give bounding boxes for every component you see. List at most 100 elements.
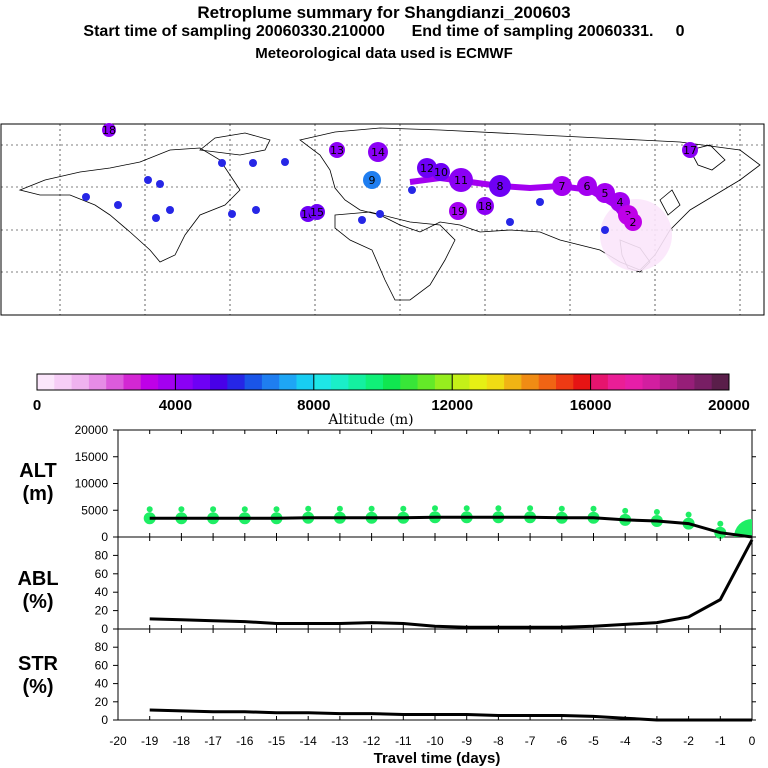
y-tick-label: 60 (95, 658, 109, 672)
plume-particle (249, 159, 257, 167)
plume-centroid-label: 7 (559, 180, 566, 193)
plume-particle (408, 186, 416, 194)
alt-label: ALT (19, 460, 56, 482)
colorbar-cell (244, 374, 263, 390)
x-tick-label: -16 (236, 734, 254, 748)
x-tick-label: -3 (652, 734, 663, 748)
y-tick-label: 0 (101, 713, 108, 727)
plume-particle (156, 180, 164, 188)
plume-centroid-label: 14 (371, 146, 385, 159)
colorbar-cell (348, 374, 367, 390)
plume-centroid (552, 176, 572, 196)
plume-particle (144, 176, 152, 184)
panel-frames (117, 429, 753, 721)
plume-altitude-spread (400, 505, 407, 512)
x-tick-label: -1 (715, 734, 726, 748)
sampling-period: Start time of sampling 20060330.210000 E… (83, 23, 685, 40)
colorbar-cell (469, 374, 488, 390)
plume-centroid (329, 142, 345, 158)
plume-particle (506, 218, 514, 226)
panel-0: 20000 15000 10000 5000 0 (75, 423, 756, 544)
colorbar-cell (331, 374, 349, 390)
series-line (149, 515, 753, 539)
abl-panel-frame (117, 536, 753, 630)
colorbar-cell (106, 374, 124, 390)
x-tick-label: -8 (493, 734, 504, 748)
colorbar-cell (279, 374, 297, 390)
colorbar-cell (573, 374, 592, 390)
plume-centroid-label: 18 (478, 200, 492, 213)
colorbar-cell (88, 374, 107, 390)
x-tick-label: -17 (204, 734, 222, 748)
plume-altitude-spread (273, 506, 280, 513)
plume-centroid (476, 197, 494, 215)
str-unit: (%) (22, 676, 53, 698)
colorbar-cell (677, 374, 695, 390)
colorbar-cell (694, 374, 713, 390)
colorbar-tick-label: 16000 (570, 397, 612, 414)
colorbar-cell (313, 374, 332, 390)
colorbar-tick-label: 20000 (708, 397, 750, 414)
x-tick-label: -18 (173, 734, 191, 748)
colorbar-cell (625, 374, 643, 390)
x-tick-label: -11 (395, 734, 412, 748)
x-tick-label: -10 (426, 734, 444, 748)
y-tick-label: 20 (95, 695, 109, 709)
colorbar-cell (261, 374, 280, 390)
plume-centroid (417, 158, 437, 178)
retroplume-centroids: 181714131211109876543216151918 (82, 123, 698, 234)
y-tick-label: 10000 (75, 477, 109, 491)
colorbar-cell (140, 374, 159, 390)
plume-particle (601, 226, 609, 234)
x-tick-label: -5 (588, 734, 599, 748)
colorbar-cell (538, 374, 557, 390)
y-tick-label: 0 (101, 622, 108, 636)
x-tick-label: -15 (268, 734, 286, 748)
altitude-colorbar: 0 4000 8000 12000 16000 20000 Altitude (m) (33, 373, 750, 428)
x-tick-label: 0 (749, 734, 756, 748)
colorbar-cell (590, 374, 609, 390)
plume-centroid (624, 213, 642, 231)
x-tick-label: -4 (620, 734, 631, 748)
colorbar-tick-label: 0 (33, 397, 41, 414)
plume-particle (218, 159, 226, 167)
series-line (149, 708, 752, 722)
colorbar-cell (452, 374, 470, 390)
plume-centroid (309, 204, 325, 220)
colorbar-cell (417, 374, 436, 390)
plume-altitude-spread (432, 505, 438, 512)
plume-centroid-label: 4 (617, 196, 624, 209)
x-tick-label: -6 (556, 734, 567, 748)
y-tick-label: 80 (95, 548, 109, 562)
x-tick-label: -20 (109, 734, 127, 748)
colorbar-cell (365, 374, 384, 390)
x-tick-label: -13 (331, 734, 349, 748)
colorbar-cell (175, 374, 194, 390)
x-tick-label: -2 (683, 734, 694, 748)
plume-altitude-spread (558, 505, 565, 512)
plume-centroid (449, 168, 473, 192)
plume-centroid-label: 19 (451, 205, 465, 218)
map-panel: 181714131211109876543216151918 (0, 123, 765, 316)
plume-centroid-label: 5 (602, 187, 609, 200)
plume-altitude-spread (717, 520, 724, 527)
plume-centroid (432, 163, 450, 181)
colorbar-cell (192, 374, 211, 390)
colorbar-title: Altitude (m) (327, 412, 413, 428)
plume-altitude-spread (241, 506, 248, 513)
plume-centroid-label: 12 (420, 162, 434, 175)
plume-altitude-spread (622, 507, 629, 514)
plume-centroid (449, 202, 467, 220)
colorbar-tick-label: 12000 (431, 397, 473, 414)
y-tick-label: 20 (95, 604, 109, 618)
plume-particle (82, 193, 90, 201)
plume-centroid (595, 183, 615, 203)
x-tick-label: -7 (525, 734, 536, 748)
colorbar-cell (37, 374, 55, 390)
colorbar-cell (54, 374, 73, 390)
chart-title: Retroplume summary for Shangdianzi_20060… (197, 3, 571, 22)
plume-altitude-spread (590, 505, 597, 512)
plume-altitude-spread (734, 519, 752, 537)
colorbar-cell (158, 374, 176, 390)
panel-1: 80 60 40 20 0 (95, 537, 756, 636)
